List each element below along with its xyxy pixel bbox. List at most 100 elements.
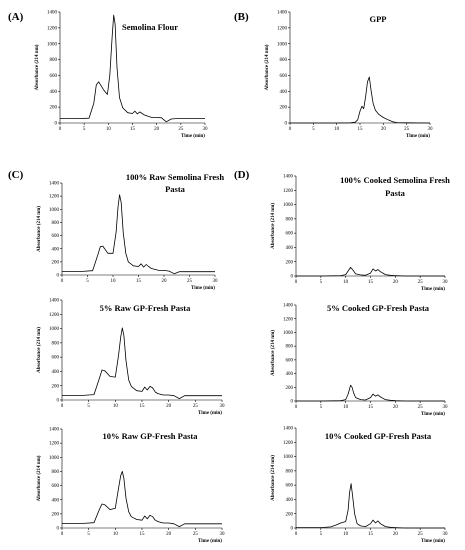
y-tick-label: 600: [52, 484, 60, 489]
y-tick-label: 0: [57, 399, 60, 404]
y-tick-label: 400: [52, 247, 60, 252]
chart-panel-7: 0 200 400 600 800 1000 1200 1400 0 5 10 15 20 25 30 Tim…: [271, 303, 448, 417]
x-tick-label: 20: [166, 532, 172, 537]
x-tick-label: 15: [130, 127, 136, 132]
y-tick-label: 1000: [47, 42, 58, 47]
x-tick-label: 5: [86, 279, 89, 284]
x-tick-label: 5: [83, 127, 86, 132]
y-axis-label: Absorbance (214 nm): [271, 455, 276, 501]
y-tick-label: 1000: [49, 208, 60, 213]
y-tick-label: 1400: [49, 182, 60, 187]
y-tick-label: 200: [286, 386, 294, 391]
chart-panel-1: 0 200 400 600 800 1000 1200 1400 0 5 10 15 20 25 30 Tim…: [35, 11, 208, 139]
y-tick-label: 600: [52, 234, 60, 239]
chart-title-line-2: Pasta: [385, 188, 406, 198]
series-line: [290, 76, 431, 124]
x-tick-label: 25: [187, 279, 193, 284]
x-axis-label: Time (min): [191, 286, 215, 291]
y-tick-label: 600: [52, 356, 60, 361]
x-axis-label: Time (min): [421, 539, 445, 544]
y-tick-label: 0: [57, 527, 60, 532]
y-tick-label: 1000: [283, 455, 294, 460]
y-tick-label: 1200: [277, 26, 288, 31]
x-tick-label: 30: [220, 404, 226, 409]
x-tick-label: 0: [295, 280, 298, 285]
chart-panel-2: 0 200 400 600 800 1000 1200 1400 0 5 10 15 20 25 30 Tim…: [265, 11, 433, 139]
x-tick-label: 25: [418, 405, 424, 410]
x-tick-label: 5: [320, 532, 323, 537]
y-tick-label: 600: [286, 484, 294, 489]
x-tick-label: 15: [368, 532, 374, 537]
y-axis-label: Absorbance (214 nm): [271, 203, 276, 249]
x-tick-label: 0: [295, 532, 298, 537]
x-tick-label: 25: [418, 280, 424, 285]
y-tick-label: 1400: [283, 304, 294, 309]
y-tick-label: 800: [50, 58, 58, 63]
x-tick-label: 10: [343, 532, 349, 537]
x-tick-label: 5: [87, 532, 90, 537]
chart-title: 5% Raw GP-Fresh Pasta: [100, 303, 191, 313]
x-tick-label: 30: [443, 532, 449, 537]
chart-title-line-2: Pasta: [165, 184, 186, 194]
y-tick-label: 1400: [283, 175, 294, 180]
y-tick-label: 200: [286, 512, 294, 517]
x-tick-label: 10: [113, 532, 119, 537]
x-tick-label: 15: [136, 279, 142, 284]
y-tick-label: 800: [286, 469, 294, 474]
chart-title: 100% Cooked Semolina Fresh: [340, 175, 450, 185]
x-tick-label: 15: [368, 405, 374, 410]
y-tick-label: 800: [286, 217, 294, 222]
y-tick-label: 1000: [283, 203, 294, 208]
x-tick-label: 5: [320, 405, 323, 410]
chart-title: 5% Cooked GP-Fresh Pasta: [327, 303, 430, 313]
y-tick-label: 0: [57, 274, 60, 279]
y-tick-label: 800: [280, 58, 288, 63]
y-tick-label: 800: [52, 341, 60, 346]
y-tick-label: 1200: [283, 317, 294, 322]
y-tick-label: 1200: [283, 441, 294, 446]
chart-title: 100% Raw Semolina Fresh: [126, 172, 225, 182]
x-tick-label: 15: [140, 404, 146, 409]
y-tick-label: 1400: [47, 11, 58, 16]
x-axis-label: Time (min): [181, 134, 205, 139]
y-axis-label: Absorbance (214 nm): [35, 44, 40, 90]
chart-panel-5: 0 200 400 600 800 1000 1200 1400 0 5 10 15 20 25 30 Tim…: [37, 428, 225, 544]
x-tick-label: 0: [295, 405, 298, 410]
x-tick-label: 10: [113, 404, 119, 409]
y-tick-label: 400: [286, 246, 294, 251]
y-tick-label: 1000: [277, 42, 288, 47]
chart-title: GPP: [370, 14, 387, 24]
y-tick-label: 200: [280, 106, 288, 111]
x-tick-label: 30: [428, 127, 434, 132]
chart-title: 10% Cooked GP-Fresh Pasta: [325, 431, 432, 441]
y-tick-label: 400: [52, 370, 60, 375]
chart-panel-3: 0 200 400 600 800 1000 1200 1400 0 5 10 15 20 25 30 Tim…: [37, 172, 224, 291]
x-tick-label: 20: [393, 405, 399, 410]
y-tick-label: 400: [50, 90, 58, 95]
y-tick-label: 800: [286, 345, 294, 350]
y-tick-label: 1400: [283, 427, 294, 432]
chart-panel-4: 0 200 400 600 800 1000 1200 1400 0 5 10 15 20 25 30 Tim…: [37, 299, 225, 416]
series-line: [62, 194, 215, 275]
x-tick-label: 10: [343, 280, 349, 285]
y-tick-label: 0: [291, 527, 294, 532]
x-tick-label: 15: [368, 280, 374, 285]
y-axis-label: Absorbance (214 nm): [37, 206, 42, 252]
series-line: [296, 483, 445, 529]
y-tick-label: 400: [286, 498, 294, 503]
x-axis-label: Time (min): [198, 539, 222, 544]
panel-label-b: (B): [234, 11, 249, 23]
x-axis-label: Time (min): [406, 134, 430, 139]
panel-label-a: (A): [8, 11, 24, 23]
x-axis-label: Time (min): [198, 411, 222, 416]
y-tick-label: 1000: [49, 327, 60, 332]
x-tick-label: 10: [111, 279, 117, 284]
y-tick-label: 200: [52, 384, 60, 389]
y-axis-label: Absorbance (214 nm): [271, 330, 276, 376]
x-tick-label: 0: [289, 127, 292, 132]
y-tick-label: 600: [286, 232, 294, 237]
y-tick-label: 0: [285, 122, 288, 127]
x-tick-label: 20: [393, 280, 399, 285]
